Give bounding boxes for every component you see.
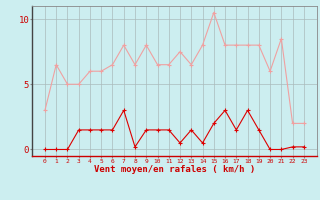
X-axis label: Vent moyen/en rafales ( km/h ): Vent moyen/en rafales ( km/h ) <box>94 165 255 174</box>
